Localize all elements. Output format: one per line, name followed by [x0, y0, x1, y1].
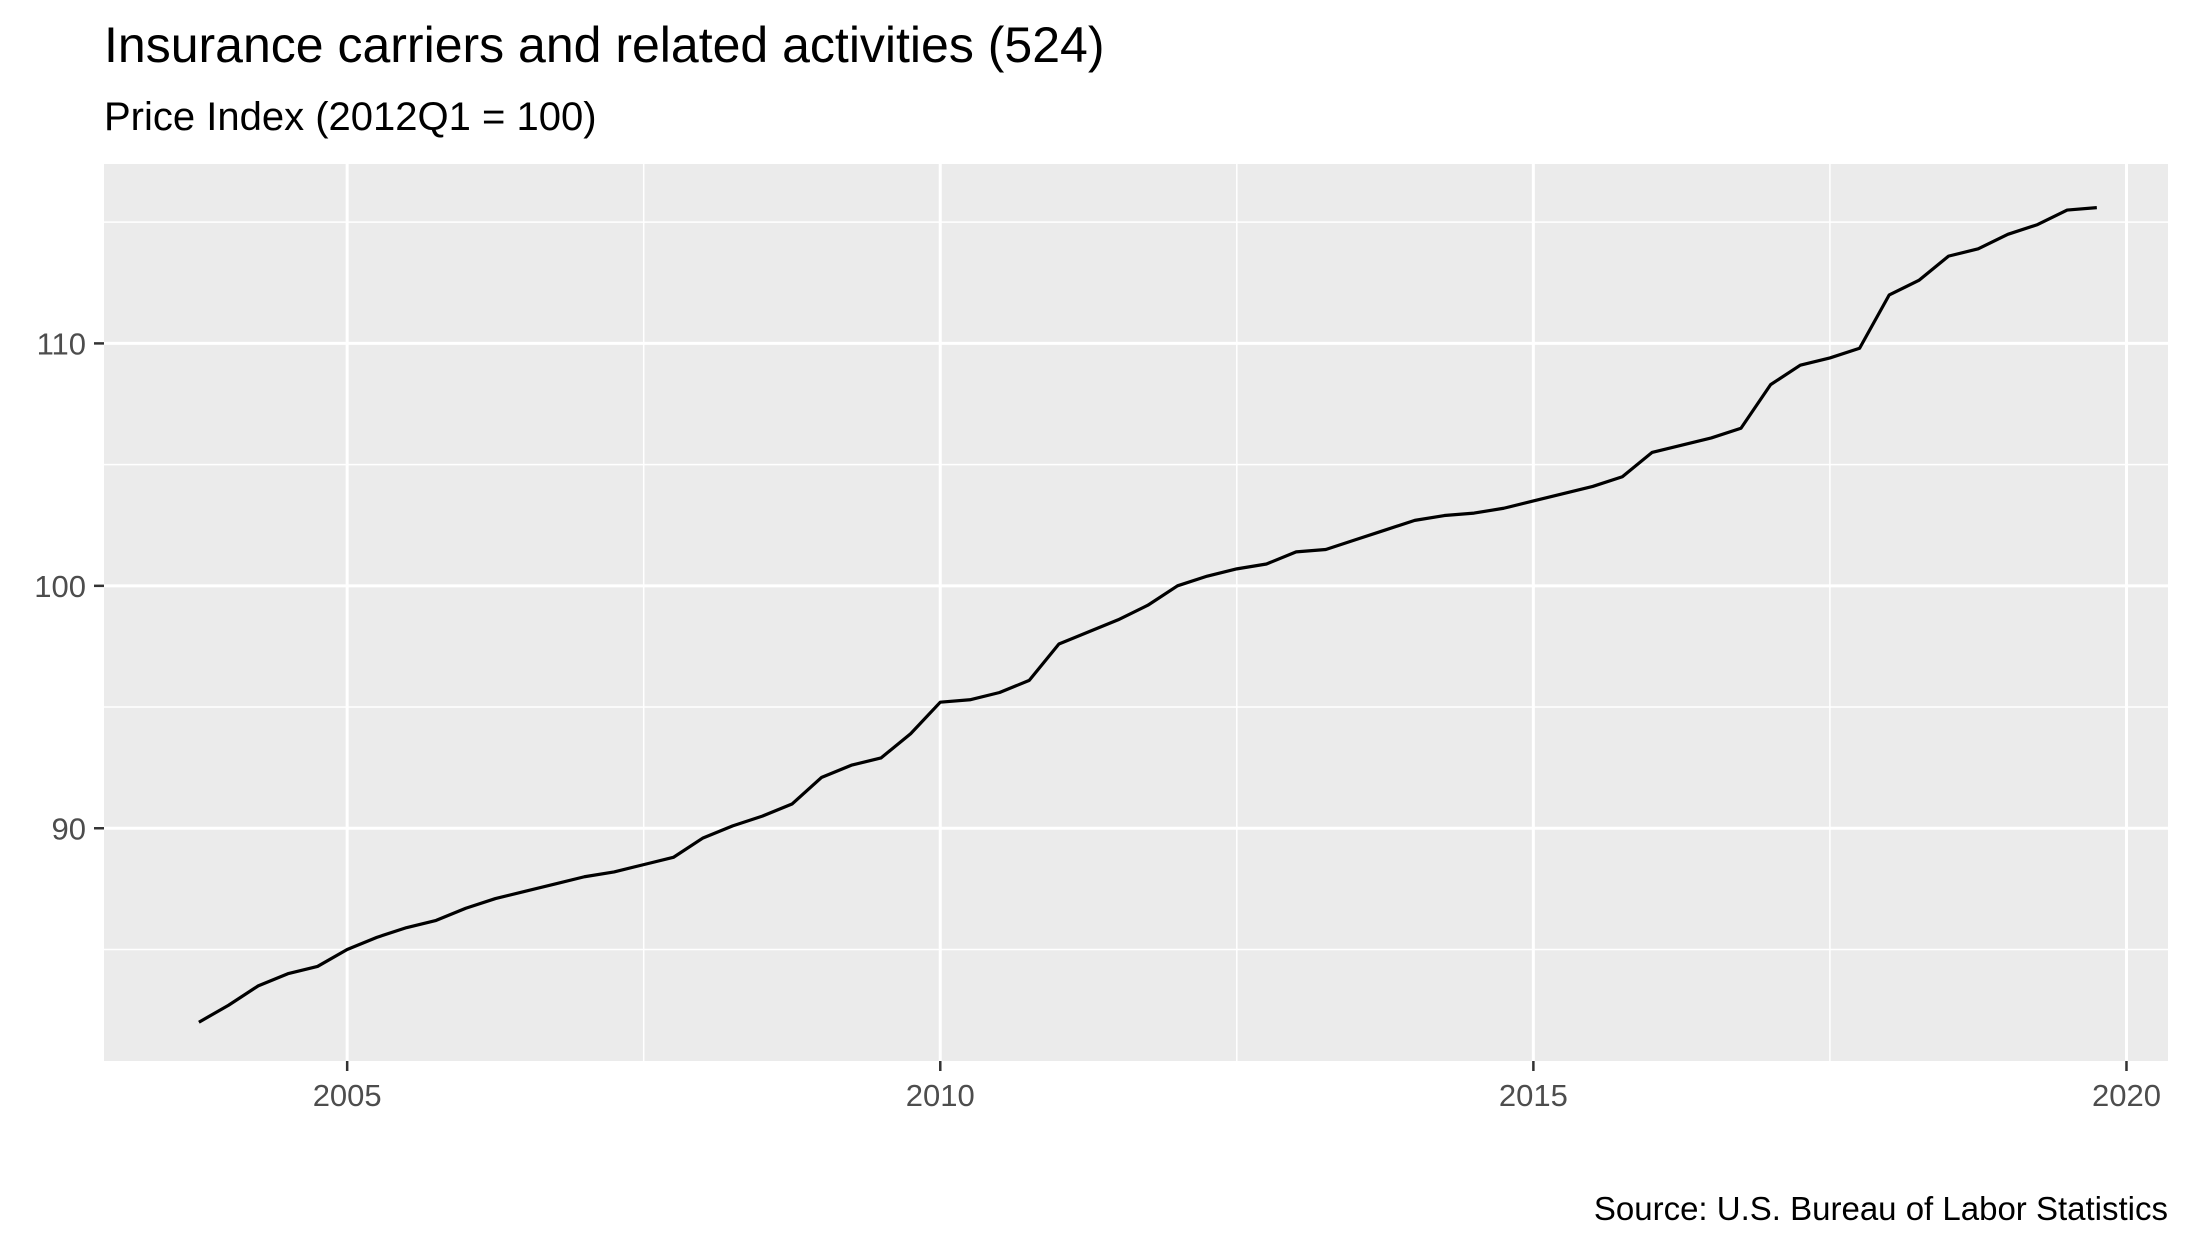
major-gridlines	[104, 164, 2168, 1061]
x-tick-label: 2020	[2092, 1078, 2161, 1113]
chart-caption: Source: U.S. Bureau of Labor Statistics	[1594, 1190, 2168, 1227]
y-tick-label: 90	[52, 811, 86, 846]
x-axis: 2005 2010 2015 2020	[313, 1061, 2161, 1113]
y-axis: 90 100 110	[34, 326, 104, 846]
chart-subtitle: Price Index (2012Q1 = 100)	[104, 95, 597, 139]
x-tick-label: 2005	[313, 1078, 382, 1113]
y-tick-label: 100	[34, 569, 86, 604]
series-layer	[198, 206, 2097, 1024]
x-tick-label: 2015	[1499, 1078, 1568, 1113]
x-tick-label: 2010	[906, 1078, 975, 1113]
series-line	[198, 206, 2097, 1024]
minor-gridlines	[104, 164, 2168, 1061]
y-tick-label: 110	[37, 326, 86, 361]
chart-title: Insurance carriers and related activitie…	[104, 17, 1104, 73]
